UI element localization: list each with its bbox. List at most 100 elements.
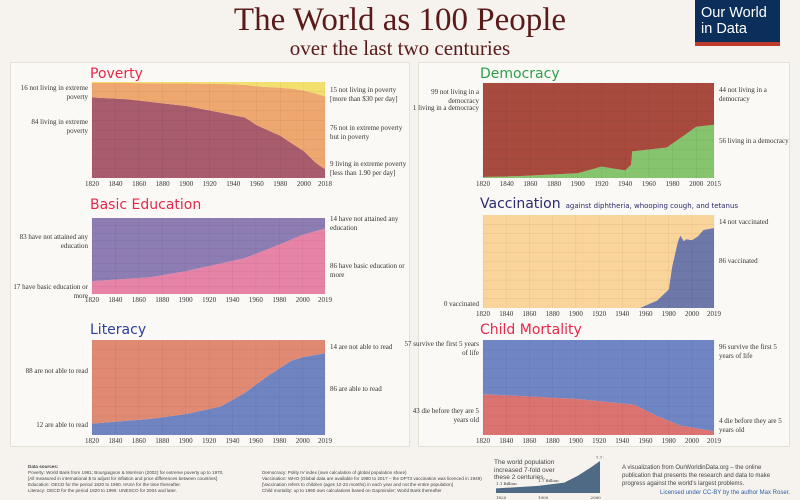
x-tick-label: 1940 bbox=[226, 180, 241, 188]
x-tick-label: 1920 bbox=[202, 437, 217, 445]
x-tick-label: 1960 bbox=[642, 180, 657, 188]
right-label: 56 living in a democracy bbox=[719, 137, 789, 145]
child_mortality-area-die-before-5 bbox=[483, 394, 714, 435]
population-tick: 2000 bbox=[591, 495, 602, 500]
x-tick-label: 1860 bbox=[132, 180, 147, 188]
x-tick-label: 1980 bbox=[272, 437, 287, 445]
left-label: 12 are able to read bbox=[36, 421, 88, 429]
poverty-area-poverty bbox=[92, 82, 325, 170]
poverty-area-extreme-poverty bbox=[92, 97, 325, 178]
chart-title-text: Vaccination bbox=[480, 196, 561, 212]
x-tick-label: 1940 bbox=[615, 437, 630, 445]
left-label: 57 survive the first 5 years of life bbox=[404, 340, 479, 357]
source-line: Child mortality: up to 1960 own calculat… bbox=[262, 488, 442, 493]
x-tick-label: 1960 bbox=[250, 180, 265, 188]
x-tick-label: 1840 bbox=[499, 437, 514, 445]
vaccination-title: Vaccination against diphtheria, whooping … bbox=[480, 196, 738, 212]
left-label: 17 have basic education or more bbox=[13, 283, 88, 300]
x-tick-label: 2019 bbox=[318, 437, 333, 445]
left-label: 43 die before they are 5 years old bbox=[412, 407, 479, 424]
source-line: [All measured in international $ to adju… bbox=[28, 476, 218, 481]
x-tick-label: 1900 bbox=[179, 296, 194, 304]
page-title: The World as 100 People bbox=[233, 2, 567, 38]
left-label: 1 living in a democracy bbox=[412, 104, 479, 112]
owid-logo[interactable]: Our World in Data bbox=[695, 0, 780, 46]
vaccination-area-vaccinated bbox=[483, 228, 714, 308]
left-label: 83 have not attained any education bbox=[19, 233, 88, 250]
x-tick-label: 2015 bbox=[707, 180, 722, 188]
poverty-area-not-in-poverty bbox=[92, 82, 325, 97]
x-tick-label: 1880 bbox=[155, 296, 170, 304]
x-tick-label: 1900 bbox=[571, 180, 586, 188]
right-label: 14 not vaccinated bbox=[719, 218, 769, 226]
chart-title-text: Literacy bbox=[90, 322, 147, 338]
poverty-chart: 1820 1840 1860 1880 1900 1920 1940 1960 1980 2000… bbox=[85, 82, 333, 188]
chart-title-text: Child Mortality bbox=[480, 322, 582, 338]
right-label: 14 have not attained any education bbox=[330, 215, 399, 232]
x-tick-label: 1940 bbox=[618, 180, 633, 188]
credit-text: A visualization from OurWorldinData.org … bbox=[622, 465, 771, 487]
chart-subtitle: against diphtheria, whooping cough, and … bbox=[565, 202, 739, 210]
x-tick-label: 1980 bbox=[272, 296, 287, 304]
chart-title-text: Democracy bbox=[480, 66, 560, 82]
x-tick-label: 1980 bbox=[662, 310, 677, 318]
x-tick-label: 1920 bbox=[592, 437, 607, 445]
x-tick-label: 1820 bbox=[476, 437, 491, 445]
child_mortality-title: Child Mortality bbox=[480, 322, 582, 338]
source-line: Literacy: OECD for the period 1820 to 19… bbox=[28, 488, 177, 493]
literacy-area-not-able-to-read bbox=[92, 340, 325, 424]
democracy-area-not-living-in-a-democracy bbox=[483, 83, 714, 178]
sources-title: Data sources: bbox=[28, 464, 59, 469]
data-sources: Data sources: Poverty: World Bank from 1… bbox=[28, 464, 258, 494]
population-tick: 1900 bbox=[538, 495, 549, 500]
x-tick-label: 2000 bbox=[296, 296, 311, 304]
right-label: 9 living in extreme poverty [less than 1… bbox=[330, 160, 407, 177]
x-tick-label: 1920 bbox=[592, 310, 607, 318]
x-tick-label: 1820 bbox=[476, 180, 491, 188]
vaccination-area-not-vaccinated bbox=[483, 215, 714, 308]
x-tick-label: 1820 bbox=[85, 437, 100, 445]
right-label: 86 are able to read bbox=[330, 385, 382, 393]
x-tick-label: 1900 bbox=[569, 310, 584, 318]
chart-title-text: Basic Education bbox=[90, 197, 202, 213]
x-tick-label: 1960 bbox=[639, 310, 654, 318]
x-tick-label: 2019 bbox=[707, 437, 722, 445]
right-label: 76 not in extreme poverty but in poverty bbox=[330, 124, 403, 141]
x-tick-label: 1920 bbox=[202, 296, 217, 304]
x-tick-label: 2000 bbox=[297, 180, 312, 188]
x-tick-label: 1900 bbox=[179, 437, 194, 445]
democracy-title: Democracy bbox=[480, 66, 560, 82]
population-label: 1.1 Billion bbox=[496, 481, 517, 486]
x-tick-label: 1860 bbox=[522, 310, 537, 318]
x-tick-label: 1820 bbox=[476, 310, 491, 318]
right-label: 44 not living in a democracy bbox=[719, 86, 767, 103]
x-tick-label: 1860 bbox=[522, 437, 537, 445]
x-tick-label: 1920 bbox=[203, 180, 218, 188]
license-text[interactable]: Licensed under CC-BY by the author Max R… bbox=[660, 490, 790, 496]
poverty-title: Poverty bbox=[90, 66, 143, 82]
population-label: 7.7 Billion bbox=[596, 455, 604, 460]
x-tick-label: 1840 bbox=[108, 296, 123, 304]
x-tick-label: 2000 bbox=[296, 437, 311, 445]
literacy-title: Literacy bbox=[90, 322, 146, 338]
x-tick-label: 1860 bbox=[132, 296, 147, 304]
x-tick-label: 1960 bbox=[639, 437, 654, 445]
x-tick-label: 2000 bbox=[689, 180, 704, 188]
left-label: 16 not living in extreme poverty bbox=[20, 84, 88, 101]
x-tick-label: 1900 bbox=[569, 437, 584, 445]
right-label: 15 not living in poverty [more than $30 … bbox=[330, 86, 398, 103]
left-label: 99 not living in a democracy bbox=[431, 88, 479, 105]
right-label: 14 are not able to read bbox=[330, 343, 393, 351]
x-tick-label: 1980 bbox=[662, 437, 677, 445]
education-chart: 1820 1840 1860 1880 1900 1920 1940 1960 1980 2000… bbox=[85, 218, 333, 304]
x-tick-label: 1860 bbox=[132, 437, 147, 445]
source-line: Democracy: Polity IV index (own calculat… bbox=[262, 470, 407, 475]
source-line: Vaccination: WHO (Global data are availa… bbox=[262, 476, 482, 481]
x-tick-label: 1980 bbox=[666, 180, 681, 188]
education-area-no-education bbox=[92, 218, 325, 282]
literacy-area-able-to-read bbox=[92, 353, 325, 435]
x-tick-label: 1860 bbox=[523, 180, 538, 188]
source-line: [Vaccination refers to children (ages 12… bbox=[262, 482, 453, 487]
x-tick-label: 1880 bbox=[155, 437, 170, 445]
x-tick-label: 1980 bbox=[273, 180, 288, 188]
